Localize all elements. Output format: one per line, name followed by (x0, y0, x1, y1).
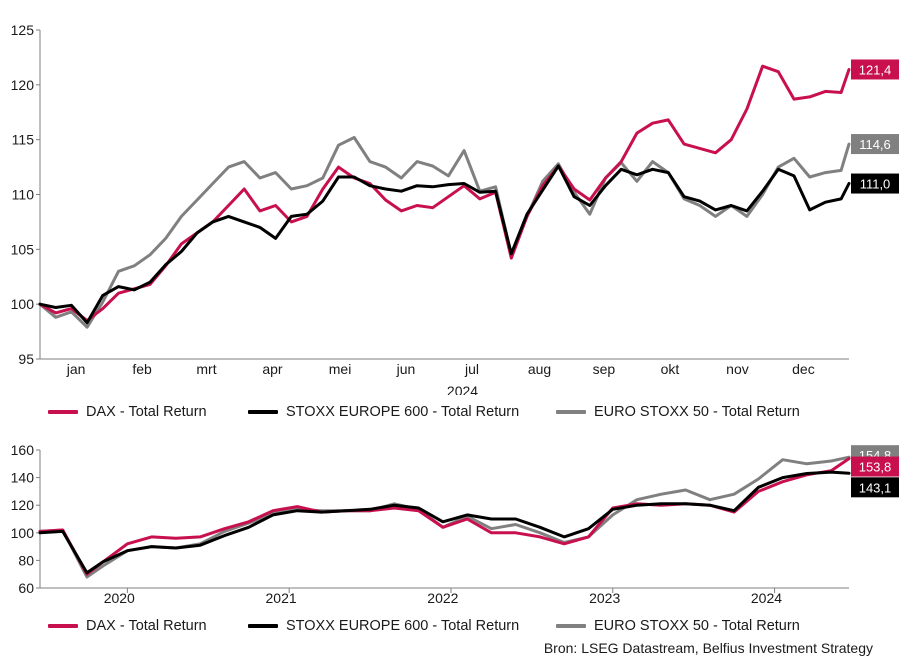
chart1-line-euro-stoxx-50-total-return (38, 136, 851, 329)
chart1-y-tick-label: 110 (12, 187, 35, 203)
chart1-y-tick-label: 125 (11, 22, 35, 38)
legend-label-dax: DAX - Total Return (86, 404, 207, 420)
chart2-end-label-stoxx-europe-600-total-return: 143,1 (859, 480, 892, 495)
chart2-line-dax-total-return (38, 457, 851, 576)
chart2-y-tick-label: 60 (18, 580, 34, 596)
chart1-x-tick-label: apr (262, 361, 283, 377)
legend-bottom: DAX - Total Return STOXX EUROPE 600 - To… (0, 618, 907, 638)
chart-2024: 95 100 105 110 115 120 125 jan feb mrt apr mei jun ju… (11, 22, 899, 395)
chart2-y-tick-label: 160 (11, 442, 35, 458)
chart2-y-tick-label: 100 (11, 525, 35, 541)
chart1-y-tick-label: 120 (11, 77, 35, 93)
legend-label-eurostoxx50: EURO STOXX 50 - Total Return (594, 404, 800, 420)
chart1-x-tick-label: mei (329, 361, 352, 377)
legend-swatch-stoxx600 (248, 410, 278, 414)
chart2-line-euro-stoxx-50-total-return (38, 455, 851, 579)
legend-item-dax: DAX - Total Return (48, 404, 207, 420)
legend-item-eurostoxx50-2: EURO STOXX 50 - Total Return (556, 618, 800, 634)
chart1-x-tick-label: feb (132, 361, 152, 377)
chart1-x-tick-label: sep (593, 361, 616, 377)
chart1-y-tick-label: 95 (18, 351, 34, 367)
chart1-line-stoxx-europe-600-total-return (38, 164, 851, 325)
legend-swatch-stoxx600-2 (248, 624, 278, 628)
legend-label-dax-2: DAX - Total Return (86, 618, 207, 634)
chart2-x-tick-label: 2022 (427, 590, 458, 606)
chart2-x-tick-label: 2020 (104, 590, 135, 606)
chart1-x-tick-label: aug (528, 361, 551, 377)
chart1-y-tick-label: 100 (11, 296, 35, 312)
chart1-end-badge-euro-stoxx-50-total-return (851, 134, 899, 155)
chart1-x-axis-title: 2024 (447, 383, 478, 395)
legend-item-dax-2: DAX - Total Return (48, 618, 207, 634)
legend-label-stoxx600: STOXX EUROPE 600 - Total Return (286, 404, 520, 420)
legend-item-stoxx600-2: STOXX EUROPE 600 - Total Return (248, 618, 519, 634)
chart1-y-tick-label: 115 (12, 132, 35, 148)
chart2-end-label-dax-total-return: 153,8 (859, 460, 892, 475)
chart1-end-badge-stoxx-europe-600-total-return (851, 173, 899, 194)
legend-item-stoxx600: STOXX EUROPE 600 - Total Return (248, 404, 519, 420)
chart2-y-tick-label: 120 (11, 497, 35, 513)
chart1-x-tick-label: dec (792, 361, 815, 377)
legend-top: DAX - Total Return STOXX EUROPE 600 - To… (0, 404, 907, 424)
legend-swatch-dax-2 (48, 624, 78, 628)
legend-label-eurostoxx50-2: EURO STOXX 50 - Total Return (594, 618, 800, 634)
chart2-end-badge-dax-total-return (851, 456, 899, 477)
chart1-x-tick-label: okt (661, 361, 680, 377)
chart1-end-label-dax-total-return: 121,4 (859, 62, 892, 77)
legend-item-eurostoxx50: EURO STOXX 50 - Total Return (556, 404, 800, 420)
chart1-x-tick-label: jan (66, 361, 86, 377)
chart1-y-tick-label: 105 (11, 241, 35, 257)
legend-swatch-eurostoxx50-2 (556, 624, 586, 628)
chart1-end-badge-dax-total-return (851, 59, 899, 80)
chart2-line-stoxx-europe-600-total-return (38, 470, 851, 575)
chart1-x-tick-label: jun (396, 361, 416, 377)
legend-swatch-eurostoxx50 (556, 410, 586, 414)
chart1-end-label-euro-stoxx-50-total-return: 114,6 (859, 137, 891, 152)
chart1-x-tick-label: jul (464, 361, 479, 377)
chart2-x-tick-label: 2024 (751, 590, 782, 606)
chart1-x-tick-label: nov (726, 361, 749, 377)
chart2-y-tick-label: 140 (11, 470, 35, 486)
source-note: Bron: LSEG Datastream, Belfius Investmen… (543, 640, 873, 656)
chart2-end-badge-stoxx-europe-600-total-return (851, 477, 899, 498)
legend-swatch-dax (48, 410, 78, 414)
chart1-end-label-stoxx-europe-600-total-return: 111,0 (860, 177, 891, 192)
chart2-y-tick-label: 80 (18, 552, 34, 568)
chart1-x-tick-label: mrt (196, 361, 216, 377)
chart2-x-tick-label: 2021 (266, 590, 297, 606)
legend-label-stoxx600-2: STOXX EUROPE 600 - Total Return (286, 618, 520, 634)
chart1-line-dax-total-return (38, 64, 851, 323)
chart2-x-tick-label: 2023 (589, 590, 620, 606)
